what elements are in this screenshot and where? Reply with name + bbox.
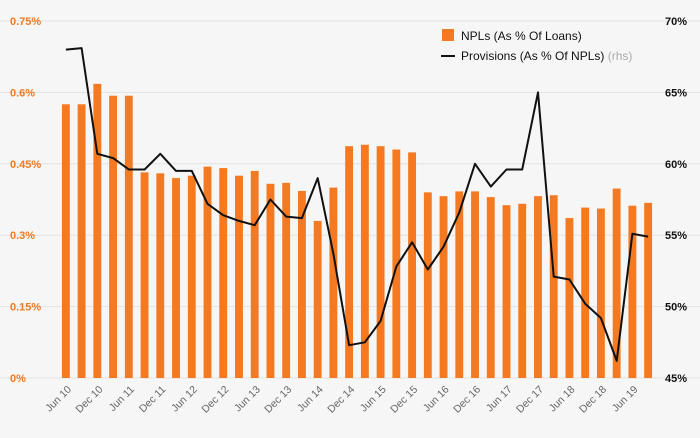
npl-bar — [486, 197, 495, 378]
npl-bar — [266, 183, 275, 378]
npl-bar — [502, 205, 511, 378]
left-tick-label: 0.6% — [10, 87, 35, 99]
left-axis: 0% 0.15% 0.3% 0.45% 0.6% 0.75% — [10, 16, 41, 385]
npl-bar — [471, 191, 479, 378]
left-tick-label: 0.3% — [10, 230, 35, 242]
npl-bar — [628, 205, 637, 378]
npl-bar — [644, 202, 653, 378]
npl-bar — [534, 196, 542, 378]
npl-bar — [376, 146, 385, 378]
npl-bar — [392, 149, 401, 378]
npl-bar — [408, 152, 417, 378]
npl-bar — [93, 83, 102, 378]
right-axis: 45% 50% 55% 60% 65% 70% — [665, 16, 687, 385]
legend: NPLs (As % Of Loans) Provisions (As % Of… — [441, 29, 632, 63]
npl-bar — [250, 170, 259, 378]
npl-bar — [172, 178, 180, 378]
provisions-line — [65, 47, 649, 362]
npl-bar — [109, 95, 118, 379]
npl-bar — [282, 182, 291, 378]
left-tick-label: 0.75% — [10, 16, 41, 28]
npl-bar — [124, 95, 133, 379]
legend-label-npls: NPLs (As % Of Loans) — [461, 29, 582, 43]
npl-bar — [439, 196, 448, 378]
npl-bar — [581, 207, 590, 378]
provisions-line-layer — [65, 47, 649, 362]
npl-bar — [360, 144, 369, 378]
legend-label-provisions-suffix: (rhs) — [608, 49, 633, 63]
legend-label-provisions-name: Provisions (As % Of NPLs) — [461, 49, 604, 63]
npl-bar — [156, 173, 165, 378]
npl-bar — [297, 190, 306, 378]
right-tick-label: 55% — [665, 230, 687, 242]
left-tick-label: 0.45% — [10, 159, 41, 171]
npl-bar — [518, 203, 527, 378]
right-tick-label: 45% — [665, 373, 687, 385]
npl-bar — [313, 220, 322, 378]
npl-bar — [329, 187, 338, 378]
legend-label-provisions: Provisions (As % Of NPLs) (rhs) — [461, 49, 632, 63]
npl-bar — [549, 195, 558, 378]
npl-bar — [235, 175, 243, 378]
legend-swatch-npls — [442, 29, 454, 41]
right-tick-label: 50% — [665, 302, 687, 314]
npl-bar — [612, 188, 621, 378]
npl-bar — [423, 192, 432, 378]
npl-bar — [77, 104, 86, 379]
right-tick-label: 65% — [665, 87, 687, 99]
npl-bar — [565, 218, 574, 378]
npl-bar — [140, 172, 149, 378]
npl-bar — [455, 191, 464, 378]
npl-bar — [203, 166, 212, 378]
right-tick-label: 60% — [665, 159, 687, 171]
left-tick-label: 0% — [10, 373, 26, 385]
npl-bar — [61, 104, 70, 379]
right-tick-label: 70% — [665, 16, 687, 28]
npl-bar — [187, 175, 196, 378]
npl-bar — [345, 146, 354, 378]
left-tick-label: 0.15% — [10, 302, 41, 314]
npl-bar — [596, 208, 605, 378]
npl-bar — [219, 168, 228, 378]
npl-bars — [61, 83, 653, 379]
